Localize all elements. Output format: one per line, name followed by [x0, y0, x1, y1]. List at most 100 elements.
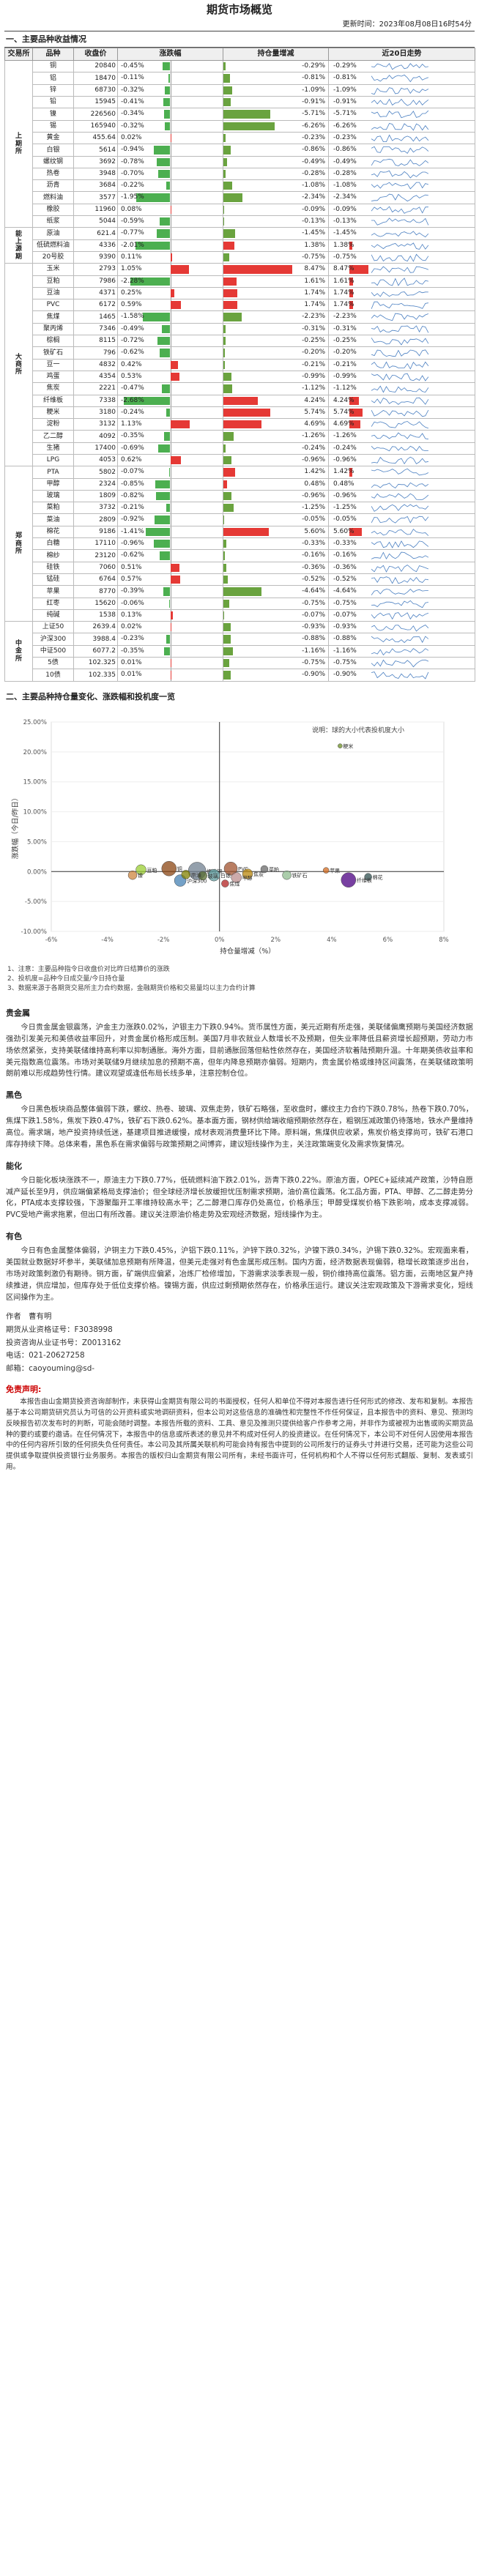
product-name: 棕榈 — [32, 335, 74, 348]
sparkline-path — [371, 421, 429, 429]
oi-change-bar — [223, 563, 226, 572]
change-bar — [142, 313, 171, 321]
close-price: 68730 — [73, 83, 118, 97]
trend-cell: -0.52% — [328, 573, 475, 587]
product-name: 纯碱 — [32, 608, 74, 622]
close-price: 4053 — [73, 453, 118, 467]
trend-value: 5.74% — [333, 408, 354, 416]
oi-change-bar — [223, 396, 259, 405]
sparkline — [371, 87, 429, 95]
change-value: 0.57% — [121, 575, 142, 583]
point-label: 棉花 — [373, 874, 383, 880]
change-value: -0.82% — [121, 491, 144, 499]
trend-value: -0.20% — [333, 349, 357, 357]
oi-change-value: -0.90% — [302, 671, 325, 679]
change-value: -0.49% — [121, 324, 144, 332]
trend-cell: 8.47% — [328, 263, 475, 276]
point-label: 铜 — [177, 866, 182, 872]
oi-change-value: -0.20% — [302, 349, 325, 357]
table-row: 鸡蛋 4354 0.53% -0.99% -0.99% — [5, 370, 475, 384]
change-cell: 0.42% — [117, 358, 223, 371]
oi-change-cell: 4.69% — [223, 418, 329, 431]
sparkline-path — [371, 301, 428, 310]
oi-change-bar — [223, 62, 226, 71]
data-point — [282, 870, 292, 880]
change-value: 0.02% — [121, 623, 142, 631]
trend-value: -0.81% — [333, 74, 357, 82]
change-value: -0.32% — [121, 122, 144, 130]
oi-change-bar — [223, 515, 224, 524]
change-bar — [154, 146, 171, 155]
change-bar — [123, 396, 171, 405]
trend-cell: 1.38% — [328, 239, 475, 252]
sparkline-path — [371, 647, 429, 655]
close-price: 8770 — [73, 585, 118, 598]
change-value: -0.32% — [121, 86, 144, 94]
sparkline-path — [371, 625, 429, 632]
close-price: 2639.4 — [73, 621, 118, 634]
change-cell: 0.11% — [117, 250, 223, 264]
product-name: 聚丙烯 — [32, 322, 74, 336]
close-price: 4336 — [73, 239, 118, 252]
contact-block: 作者 曹有明 期货从业资格证号：F3038998 投资咨询从业证书号：Z0013… — [4, 1303, 475, 1378]
oi-change-value: -0.21% — [302, 360, 325, 368]
sparkline-path — [371, 349, 429, 357]
change-cell: 0.51% — [117, 561, 223, 574]
change-value: -0.59% — [121, 217, 144, 226]
trend-value: -0.75% — [333, 659, 357, 667]
oi-change-value: -0.33% — [302, 540, 325, 548]
change-value: -0.41% — [121, 98, 144, 106]
table-row: 红枣 15620 -0.06% -0.75% -0.75% — [5, 597, 475, 610]
table-row: 白银 5614 -0.94% -0.86% -0.86% — [5, 144, 475, 157]
oi-change-cell: -0.05% — [223, 513, 329, 526]
sparkline — [371, 134, 429, 142]
qualification-2: 投资咨询从业证书号：Z0013162 — [6, 1338, 122, 1347]
oi-change-value: -0.96% — [302, 491, 325, 499]
sparkline-path — [371, 564, 429, 573]
close-price: 2809 — [73, 513, 118, 526]
data-point — [231, 872, 242, 883]
x-tick-label: -6% — [45, 937, 58, 944]
table-row: 锡 165940 -0.32% -6.26% -6.26% — [5, 119, 475, 133]
table-row: 苹果 8770 -0.39% -4.64% -4.64% — [5, 585, 475, 598]
data-point — [198, 871, 207, 881]
trend-bar — [349, 289, 354, 298]
table-row: 大 商 所玉米 2793 1.05% 8.47% 8.47% — [4, 263, 475, 467]
trend-cell: 5.60% — [328, 525, 475, 539]
change-cell: -2.68% — [117, 394, 223, 407]
oi-change-cell: -1.25% — [223, 502, 329, 515]
table-row: 白糖 17110 -0.96% -0.33% -0.33% — [5, 537, 475, 551]
oi-change-cell: -0.96% — [223, 489, 329, 503]
oi-change-bar — [223, 659, 230, 668]
sparkline-path — [371, 277, 428, 286]
oi-change-value: -0.29% — [302, 62, 325, 70]
product-name: 玉米 — [32, 263, 74, 276]
trend-value: -1.09% — [333, 86, 357, 94]
oi-change-bar — [223, 133, 226, 143]
oi-change-value: -1.12% — [302, 384, 325, 392]
energy-chem-text: 今日能化板块涨跌不一，原油主力下跌0.77%，低硫燃料油下跌2.01%，沥青下跌… — [6, 1176, 473, 1220]
oi-change-cell: -1.26% — [223, 430, 329, 443]
change-bar — [155, 491, 171, 501]
table-row: 菜粕 3732 -0.21% -1.25% -1.25% — [5, 502, 475, 515]
change-cell: -0.85% — [117, 477, 223, 491]
table-row: 铅 15945 -0.41% -0.91% -0.91% — [5, 96, 475, 109]
change-bar — [166, 504, 171, 513]
trend-value: -0.16% — [333, 551, 357, 559]
oi-change-bar — [223, 253, 230, 262]
trend-value: -1.25% — [333, 504, 357, 512]
y-axis-label: 涨跌幅（今日/昨日） — [11, 794, 20, 859]
trend-cell: -0.96% — [328, 489, 475, 503]
trend-value: -0.07% — [333, 611, 357, 619]
trend-value: -1.16% — [333, 647, 357, 655]
sparkline — [371, 75, 429, 83]
trend-cell: -1.26% — [328, 430, 475, 443]
oi-change-bar — [223, 491, 231, 501]
sparkline — [371, 146, 429, 155]
trend-value: -0.09% — [333, 205, 357, 213]
market-table: 交易所 品种 收盘价 涨跌幅 持仓量增减 近20日走势 上 期 所铜 20840-… — [4, 48, 475, 682]
trend-cell: -0.33% — [328, 537, 475, 551]
change-cell: -0.35% — [117, 430, 223, 443]
product-name: 铝 — [32, 72, 74, 85]
oi-change-value: -0.24% — [302, 444, 325, 452]
